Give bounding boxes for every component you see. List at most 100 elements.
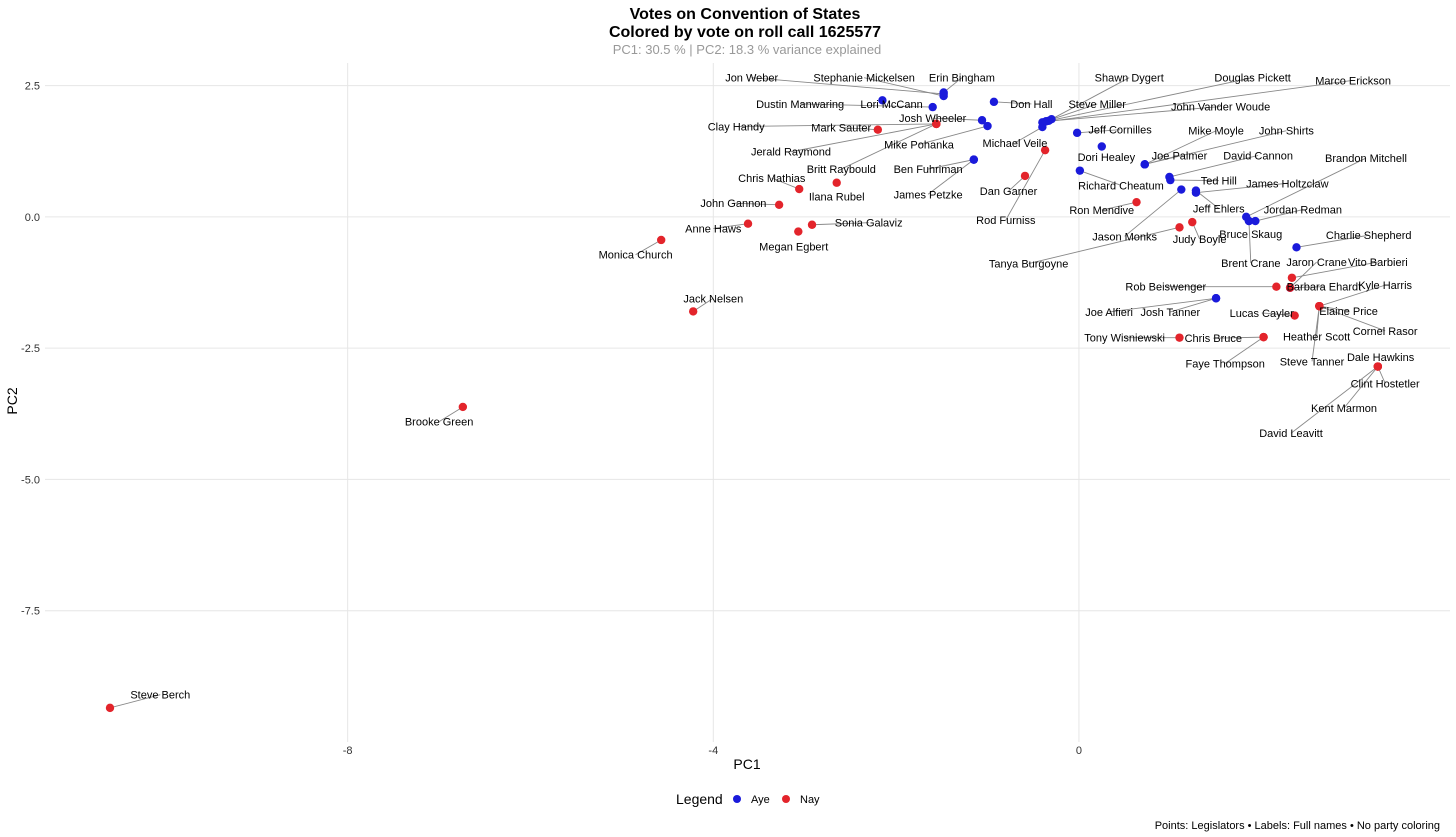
leader-line: [928, 159, 974, 170]
data-point: [1020, 171, 1030, 181]
leader-line: [1005, 149, 1046, 221]
data-point: [1244, 216, 1254, 226]
point-label: Megan Egbert: [759, 241, 828, 253]
legend: Legend Aye Nay: [676, 791, 820, 807]
point-label: Kyle Harris: [1358, 280, 1412, 292]
data-point: [807, 220, 817, 229]
data-point: [1175, 223, 1184, 232]
point-label: Ilana Rubel: [809, 191, 865, 203]
x-tick-label: -4: [708, 745, 718, 757]
point-label: Bruce Skaug: [1219, 229, 1282, 241]
data-point: [1287, 273, 1297, 282]
y-tick-label: -7.5: [21, 606, 40, 618]
data-point: [656, 235, 666, 245]
point-label: Joe Palmer: [1152, 150, 1208, 162]
point-label: Jon Weber: [725, 73, 778, 85]
legend-swatch-nay: [782, 795, 790, 803]
data-point: [688, 307, 698, 316]
leader-line: [790, 123, 937, 153]
data-point: [873, 125, 883, 134]
leader-line: [800, 103, 933, 108]
leader-line: [1248, 221, 1252, 264]
point-label: Douglas Pickett: [1214, 73, 1290, 85]
gridlines: [45, 63, 1450, 742]
point-label: Jerald Raymond: [751, 147, 831, 159]
point-label: Dale Hawkins: [1347, 352, 1415, 364]
y-axis-title: PC2: [4, 387, 20, 414]
leader-line: [733, 202, 780, 206]
leader-line: [1289, 261, 1317, 289]
point-label: Mike Moyle: [1188, 126, 1244, 138]
leader-line: [1170, 297, 1217, 313]
point-label: Steve Berch: [130, 690, 190, 702]
point-label: Josh Wheeler: [899, 113, 967, 125]
leader-line: [1101, 201, 1137, 211]
data-point: [1140, 160, 1149, 169]
leader-line: [918, 125, 988, 145]
leader-line: [932, 117, 983, 121]
leader-line: [1311, 306, 1320, 362]
leader-line: [1170, 179, 1219, 182]
point-label: Tanya Burgoyne: [989, 259, 1069, 271]
leader-line: [1290, 286, 1324, 289]
data-point: [928, 102, 937, 112]
leader-line: [1291, 261, 1378, 279]
point-label: Josh Tanner: [1140, 307, 1200, 319]
data-point: [1041, 117, 1051, 126]
point-label: Lucas Cayler: [1230, 308, 1295, 320]
point-label: Marco Erickson: [1315, 75, 1391, 87]
leader-line: [812, 222, 869, 226]
point-label: Lori McCann: [860, 99, 922, 111]
data-point: [1075, 166, 1085, 175]
data-point: [1211, 294, 1221, 303]
point-label: Barbara Ehardt: [1287, 282, 1362, 294]
point-label: Jaron Crane: [1286, 257, 1347, 269]
leader-line: [993, 101, 1032, 105]
data-point: [878, 96, 887, 105]
data-point: [1191, 186, 1201, 195]
data-point: [1272, 282, 1281, 291]
leader-line: [1028, 226, 1180, 265]
data-point: [1175, 333, 1184, 342]
point-label: Clint Hostetler: [1351, 378, 1420, 390]
point-label: Dan Garner: [980, 186, 1038, 198]
point-label: Elaine Price: [1319, 306, 1378, 318]
leader-line: [1255, 209, 1303, 222]
point-label: Steve Miller: [1068, 99, 1126, 111]
y-tick-label: 2.5: [25, 81, 40, 93]
leader-line: [1319, 305, 1349, 312]
data-points: [105, 88, 1383, 713]
point-label: Steve Tanner: [1280, 356, 1345, 368]
point-label: Rod Furniss: [976, 215, 1036, 227]
chart-subtitle-line: Colored by vote on roll call 1625577: [609, 24, 881, 41]
point-label: Faye Thompson: [1186, 358, 1265, 370]
legend-label-nay: Nay: [800, 794, 820, 806]
data-point: [794, 227, 803, 236]
leader-line: [751, 77, 944, 95]
data-point: [1315, 301, 1324, 311]
data-point: [939, 88, 948, 97]
data-point: [1072, 128, 1082, 138]
leader-line: [1246, 157, 1367, 218]
leader-line: [1051, 77, 1130, 120]
axis-ticks: -8 -4 0 2.5 0.0 -2.5 -5.0 -7.5: [21, 81, 1082, 757]
point-label: Stephanie Mickelsen: [813, 73, 915, 85]
leader-line: [635, 239, 662, 256]
data-point: [105, 703, 115, 713]
point-label: Don Hall: [1010, 99, 1052, 111]
point-label: Ron Mendive: [1069, 205, 1134, 217]
leader-line: [1077, 129, 1121, 134]
legend-title: Legend: [676, 791, 723, 807]
point-label: Mike Pohanka: [884, 139, 955, 151]
leader-line: [1144, 130, 1217, 165]
leader-line: [1124, 189, 1182, 237]
point-label: Charlie Shepherd: [1326, 230, 1412, 242]
point-label: Jeff Ehlers: [1193, 203, 1245, 215]
data-point: [1040, 145, 1050, 155]
data-point: [977, 116, 987, 125]
point-label: Tony Wisniewski: [1084, 333, 1165, 345]
leader-line: [1079, 170, 1122, 186]
data-point: [1177, 185, 1186, 194]
data-point: [983, 121, 992, 131]
